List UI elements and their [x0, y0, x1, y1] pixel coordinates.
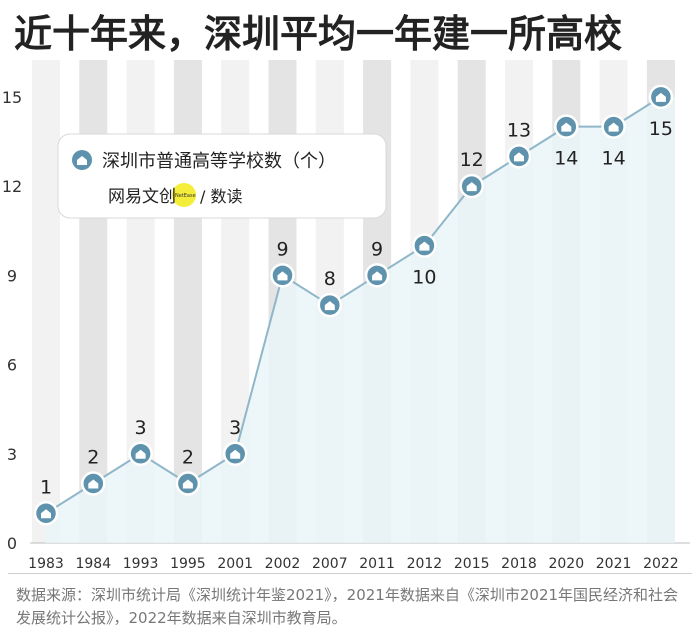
data-label: 2: [87, 447, 99, 469]
y-tick-label: 9: [7, 266, 17, 285]
x-tick-label: 1993: [123, 556, 159, 572]
data-point: [554, 114, 579, 139]
legend-marker-icon: [72, 150, 92, 170]
x-tick-label: 1984: [75, 556, 111, 572]
school-icon: [135, 449, 146, 459]
brand-logo-dot: [172, 183, 196, 207]
school-icon: [88, 479, 99, 489]
background-column: [79, 60, 108, 543]
divider: [8, 573, 692, 574]
school-icon: [419, 241, 430, 251]
x-axis: 1983 1984 1993 1995 2001 2002 2007 2011 2012 2015…: [28, 556, 679, 572]
school-icon: [655, 92, 666, 102]
school-icon: [514, 152, 524, 162]
data-label: 9: [276, 238, 288, 260]
data-point: [601, 114, 626, 139]
data-point: [33, 501, 59, 526]
data-label: 13: [507, 119, 531, 141]
data-label: 3: [135, 417, 147, 439]
school-icon: [608, 122, 619, 132]
source-note: 数据来源：深圳市统计局《深圳统计年鉴2021》，2021年数据来自《深圳市202…: [16, 586, 679, 627]
data-label: 12: [460, 149, 484, 171]
y-tick-label: 15: [2, 88, 22, 107]
background-column: [32, 60, 60, 543]
x-tick-label: 2020: [548, 556, 584, 572]
x-tick-label: 2001: [217, 556, 253, 572]
school-icon: [324, 301, 335, 311]
data-label: 10: [412, 267, 436, 289]
legend-label: 深圳市普通高等学校数（个）: [102, 151, 336, 172]
x-tick-label: 2021: [596, 556, 632, 572]
data-label: 2: [182, 447, 194, 469]
brand-suffix: / 数读: [200, 187, 242, 206]
data-point: [364, 263, 390, 288]
x-tick-label: 2018: [501, 556, 537, 572]
data-label: 14: [554, 148, 578, 170]
school-icon: [277, 271, 288, 281]
school-icon: [182, 479, 193, 489]
data-point: [222, 441, 248, 467]
data-label: 9: [371, 238, 383, 260]
data-point: [175, 471, 201, 496]
x-tick-label: 2007: [312, 556, 348, 572]
school-icon: [561, 122, 572, 132]
data-label: 3: [229, 417, 241, 439]
y-tick-label: 6: [7, 356, 17, 375]
school-icon: [41, 509, 51, 519]
y-tick-label: 3: [7, 445, 17, 464]
school-icon: [466, 182, 477, 192]
data-markers: [33, 84, 674, 526]
data-label: 15: [649, 118, 673, 140]
data-point: [459, 173, 484, 199]
data-point: [506, 144, 532, 169]
data-label: 14: [602, 148, 626, 170]
brand-name: 网易文创: [108, 187, 176, 207]
data-point: [270, 263, 295, 288]
x-tick-label: 2015: [454, 556, 490, 572]
x-tick-label: 1983: [28, 556, 64, 572]
data-point: [81, 471, 106, 496]
data-point: [648, 84, 674, 110]
y-tick-label: 12: [2, 177, 22, 196]
school-icon: [230, 449, 241, 459]
legend-box: [57, 133, 387, 219]
data-point: [128, 441, 153, 467]
school-icon: [372, 271, 383, 281]
data-label: 8: [324, 268, 336, 290]
area-fill: [46, 96, 675, 543]
legend: 深圳市普通高等学校数（个） 网易文创 NetEase / 数读: [57, 133, 387, 219]
data-label: 1: [40, 476, 52, 498]
x-tick-label: 2012: [407, 556, 443, 572]
background-column: [173, 60, 202, 543]
y-tick-label: 0: [7, 534, 17, 553]
x-tick-label: 2002: [265, 556, 301, 572]
data-point: [317, 292, 343, 318]
brand-small-text: NetEase: [175, 193, 196, 199]
x-tick-label: 1995: [170, 556, 206, 572]
chart-title: 近十年来，深圳平均一年建一所高校: [14, 12, 623, 56]
data-point: [412, 233, 437, 258]
x-tick-label: 2022: [643, 556, 679, 572]
x-tick-label: 2011: [359, 556, 395, 572]
